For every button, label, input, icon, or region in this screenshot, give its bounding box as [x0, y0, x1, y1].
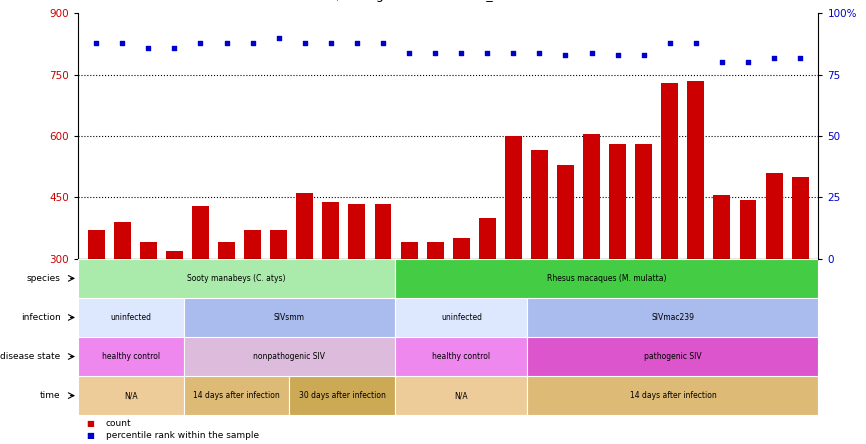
Bar [322, 202, 339, 259]
Point [141, 44, 155, 51]
Bar [78, 259, 395, 298]
Bar [218, 242, 235, 259]
Bar [78, 337, 184, 376]
Point [559, 52, 572, 59]
Text: 30 days after infection: 30 days after infection [299, 391, 386, 400]
Text: Rhesus macaques (M. mulatta): Rhesus macaques (M. mulatta) [547, 274, 667, 283]
Text: pathogenic SIV: pathogenic SIV [644, 352, 701, 361]
Point [662, 39, 676, 46]
Text: infection: infection [21, 313, 61, 322]
Text: species: species [27, 274, 61, 283]
Point [455, 49, 469, 56]
Bar [740, 199, 756, 259]
Bar [479, 218, 495, 259]
Bar [395, 298, 527, 337]
Text: disease state: disease state [0, 352, 61, 361]
Bar [374, 204, 391, 259]
Bar [244, 230, 261, 259]
Bar [113, 222, 131, 259]
Point [715, 59, 729, 66]
Point [220, 39, 234, 46]
Text: uninfected: uninfected [441, 313, 481, 322]
Bar [395, 259, 818, 298]
Bar [609, 144, 626, 259]
Text: percentile rank within the sample: percentile rank within the sample [106, 432, 259, 440]
Text: SIVmac239: SIVmac239 [651, 313, 695, 322]
Text: GDS4223 / MmugDNA.18614.1.S1_at: GDS4223 / MmugDNA.18614.1.S1_at [274, 0, 506, 2]
Point [272, 34, 286, 41]
Bar [289, 376, 395, 415]
Bar [714, 195, 730, 259]
Point [741, 59, 755, 66]
Text: ■: ■ [87, 419, 94, 428]
Point [481, 49, 494, 56]
Bar [395, 337, 527, 376]
Bar [270, 230, 288, 259]
Bar [662, 83, 678, 259]
Point [193, 39, 207, 46]
Bar [636, 144, 652, 259]
Point [507, 49, 520, 56]
Point [533, 49, 546, 56]
Text: nonpathogenic SIV: nonpathogenic SIV [254, 352, 326, 361]
Text: count: count [106, 419, 132, 428]
Point [89, 39, 103, 46]
Bar [401, 242, 417, 259]
Point [767, 54, 781, 61]
Point [246, 39, 260, 46]
Point [167, 44, 181, 51]
Bar [296, 194, 313, 259]
Bar [527, 337, 818, 376]
Bar [427, 242, 443, 259]
Text: Sooty manabeys (C. atys): Sooty manabeys (C. atys) [187, 274, 286, 283]
Bar [531, 151, 548, 259]
Text: N/A: N/A [455, 391, 469, 400]
Text: ■: ■ [87, 432, 94, 440]
Bar [766, 173, 783, 259]
Bar [87, 230, 105, 259]
Point [350, 39, 364, 46]
Bar [395, 376, 527, 415]
Point [115, 39, 129, 46]
Point [689, 39, 703, 46]
Bar [78, 298, 184, 337]
Bar [583, 134, 600, 259]
Text: healthy control: healthy control [432, 352, 490, 361]
Bar [527, 376, 818, 415]
Bar [505, 136, 522, 259]
Text: time: time [40, 391, 61, 400]
Bar [78, 376, 184, 415]
Text: SIVsmm: SIVsmm [274, 313, 305, 322]
Bar [192, 206, 209, 259]
Point [298, 39, 312, 46]
Point [637, 52, 650, 59]
Bar [140, 242, 157, 259]
Text: healthy control: healthy control [102, 352, 160, 361]
Bar [166, 251, 183, 259]
Bar [557, 165, 574, 259]
Point [376, 39, 390, 46]
Bar [453, 238, 469, 259]
Point [428, 49, 442, 56]
Bar [688, 81, 704, 259]
Bar [184, 337, 395, 376]
Text: 14 days after infection: 14 days after infection [193, 391, 280, 400]
Text: 14 days after infection: 14 days after infection [630, 391, 716, 400]
Text: N/A: N/A [124, 391, 138, 400]
Text: uninfected: uninfected [110, 313, 152, 322]
Bar [527, 298, 818, 337]
Point [585, 49, 598, 56]
Bar [184, 376, 289, 415]
Bar [184, 298, 395, 337]
Bar [348, 204, 365, 259]
Point [611, 52, 624, 59]
Point [402, 49, 416, 56]
Point [793, 54, 807, 61]
Bar [792, 177, 809, 259]
Point [324, 39, 338, 46]
